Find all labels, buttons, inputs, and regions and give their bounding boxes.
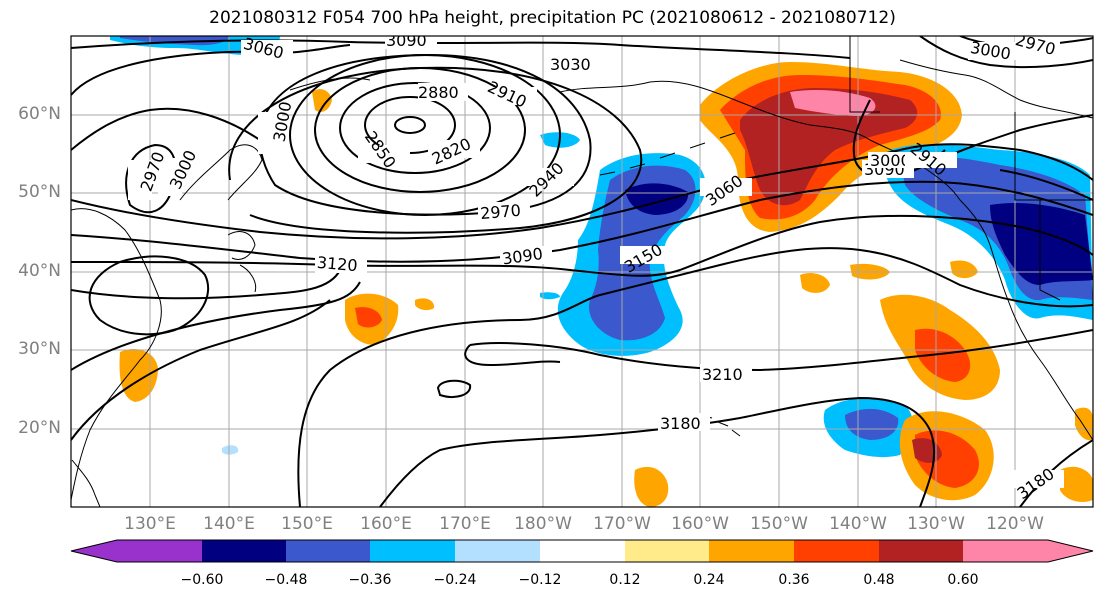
colorbar-bin — [709, 540, 795, 562]
colorbar-outline — [70, 539, 1094, 563]
contour-label: 3210 — [702, 365, 743, 384]
map-frame — [70, 35, 1094, 508]
lon-label: 140°W — [829, 514, 887, 534]
colorbar-tick-label: 0.60 — [947, 572, 979, 588]
colorbar-bin — [455, 540, 541, 562]
colorbar-tick-label: 0.12 — [609, 572, 641, 588]
colorbar-bin — [794, 540, 880, 562]
contour-label: 2880 — [418, 83, 459, 102]
height-contours — [71, 36, 1093, 507]
lon-label: 130°W — [907, 514, 965, 534]
contour-label: 3120 — [316, 253, 358, 275]
colorbar-bin — [370, 540, 456, 562]
lon-label: 140°E — [203, 514, 255, 534]
colorbar-bin — [202, 540, 287, 562]
lat-label: 20°N — [18, 418, 61, 438]
lat-label: 50°N — [18, 182, 61, 202]
colorbar-bin — [625, 540, 710, 562]
colorbar-tick-label: −0.36 — [348, 572, 392, 588]
colorbar — [70, 539, 1094, 563]
lon-label: 150°E — [281, 514, 333, 534]
colorbar-low-extend — [71, 540, 202, 562]
colorbar-tick-label: 0.48 — [863, 572, 895, 588]
contour-label: 3030 — [550, 55, 591, 74]
contour-label: 2910 — [485, 77, 530, 111]
lon-label: 170°E — [439, 514, 491, 534]
colorbar-bin — [286, 540, 371, 562]
colorbar-high-extend — [963, 540, 1093, 562]
lat-label: 60°N — [18, 104, 61, 124]
lon-label: 130°E — [124, 514, 176, 534]
contour-label: 3000 — [870, 151, 911, 170]
lon-label: 160°E — [360, 514, 412, 534]
contour-label: 2970 — [479, 201, 521, 223]
colorbar-tick-label: −0.60 — [180, 572, 224, 588]
lon-label: 180°W — [514, 514, 572, 534]
colorbar-bin — [879, 540, 964, 562]
contour-label: 3090 — [386, 31, 427, 50]
map-gridlines — [71, 36, 1093, 507]
colorbar-tick-label: −0.24 — [433, 572, 477, 588]
contour-label: 2820 — [429, 134, 474, 168]
lat-label: 30°N — [18, 339, 61, 359]
lat-label: 40°N — [18, 261, 61, 281]
colorbar-bin — [540, 540, 626, 562]
colorbar-tick-label: 0.36 — [778, 572, 810, 588]
lon-label: 170°W — [593, 514, 651, 534]
lon-label: 150°W — [750, 514, 808, 534]
colorbar-tick-label: 0.24 — [693, 572, 725, 588]
contour-label: 3180 — [660, 414, 701, 433]
contour-label: 3000 — [270, 100, 296, 143]
colorbar-tick-label: −0.12 — [518, 572, 562, 588]
map-title: 2021080312 F054 700 hPa height, precipit… — [209, 8, 896, 28]
lon-label: 120°W — [986, 514, 1044, 534]
colorbar-tick-label: −0.48 — [264, 572, 308, 588]
lon-label: 160°W — [671, 514, 729, 534]
